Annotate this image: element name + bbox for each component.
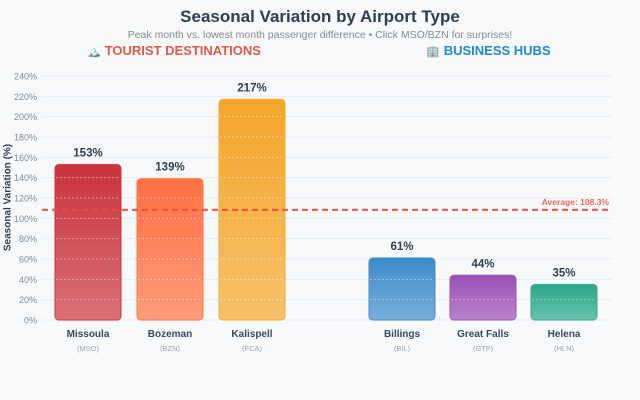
value-label: 153% [73, 147, 102, 159]
value-label: 61% [390, 241, 413, 253]
y-tick-label: 40% [19, 275, 37, 285]
value-label: 44% [471, 258, 494, 270]
bar-helena [531, 284, 597, 320]
value-label: 139% [155, 162, 184, 174]
x-tick-label: Missoula [67, 329, 110, 340]
y-tick-label: 160% [14, 153, 37, 163]
airport-code: (GTF) [473, 344, 493, 353]
airport-code: (BIL) [394, 344, 411, 353]
y-tick-label: 60% [19, 255, 37, 265]
airport-code: (BZN) [160, 344, 180, 353]
bar-bozeman [137, 179, 203, 320]
y-tick-label: 80% [19, 234, 37, 244]
y-tick-label: 220% [14, 92, 37, 102]
bar-billings [369, 258, 435, 320]
airport-code: (HLN) [554, 344, 575, 353]
bar-missoula [55, 164, 121, 320]
airport-code: (MSO) [77, 344, 100, 353]
y-tick-label: 200% [14, 112, 37, 122]
average-label: Average: 108.3% [542, 197, 610, 207]
y-tick-label: 140% [14, 173, 37, 183]
bar-great-falls [450, 275, 516, 320]
y-tick-label: 20% [19, 295, 37, 305]
y-tick-label: 100% [14, 214, 37, 224]
y-tick-label: 0% [24, 316, 37, 326]
x-tick-label: Bozeman [148, 329, 192, 340]
y-tick-label: 120% [14, 194, 37, 204]
x-tick-label: Helena [548, 329, 581, 340]
x-tick-label: Kalispell [231, 329, 272, 340]
airport-code: (FCA) [242, 344, 262, 353]
value-label: 217% [237, 82, 266, 94]
value-label: 35% [552, 267, 575, 279]
y-tick-label: 240% [14, 72, 37, 82]
x-tick-label: Great Falls [457, 329, 509, 340]
y-tick-label: 180% [14, 133, 37, 143]
x-tick-label: Billings [384, 329, 421, 340]
